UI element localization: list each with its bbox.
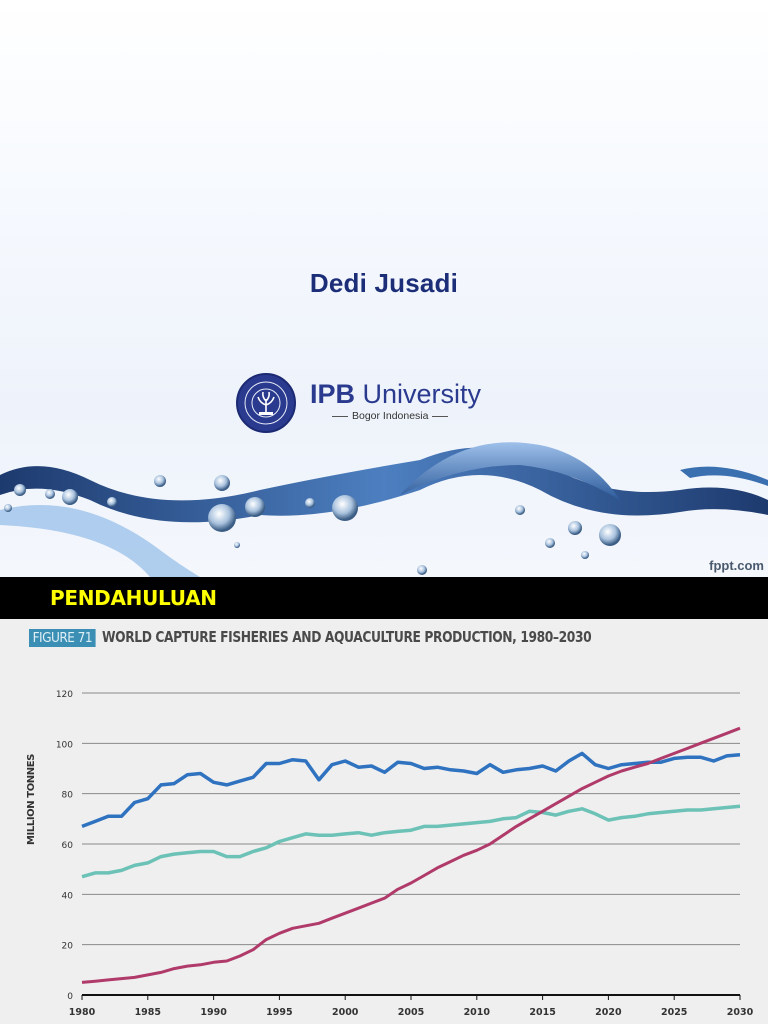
university-name: IPB University: [310, 379, 482, 409]
ipb-logo: IPB University Bogor Indonesia: [236, 373, 481, 435]
university-location: Bogor Indonesia: [328, 410, 452, 422]
section-title: PENDAHULUAN: [50, 586, 217, 610]
figure-heading: FIGURE 71 WORLD CAPTURE FISHERIES AND AQ…: [29, 628, 698, 648]
figure-panel: FIGURE 71 WORLD CAPTURE FISHERIES AND AQ…: [0, 619, 768, 1024]
water-wave-decoration: [0, 442, 768, 577]
y-axis-label: MILLION TONNES: [26, 754, 37, 845]
figure-title: WORLD CAPTURE FISHERIES AND AQUACULTURE …: [101, 628, 592, 646]
author-name: Dedi Jusadi: [309, 268, 459, 298]
title-slide: Dedi Jusadi IPB University Bogor Indones…: [0, 0, 768, 577]
ipb-seal-icon: [236, 373, 296, 433]
watermark: fppt.com: [709, 558, 764, 573]
section-header-bar: PENDAHULUAN: [0, 577, 768, 619]
figure-number: FIGURE 71: [29, 629, 96, 647]
